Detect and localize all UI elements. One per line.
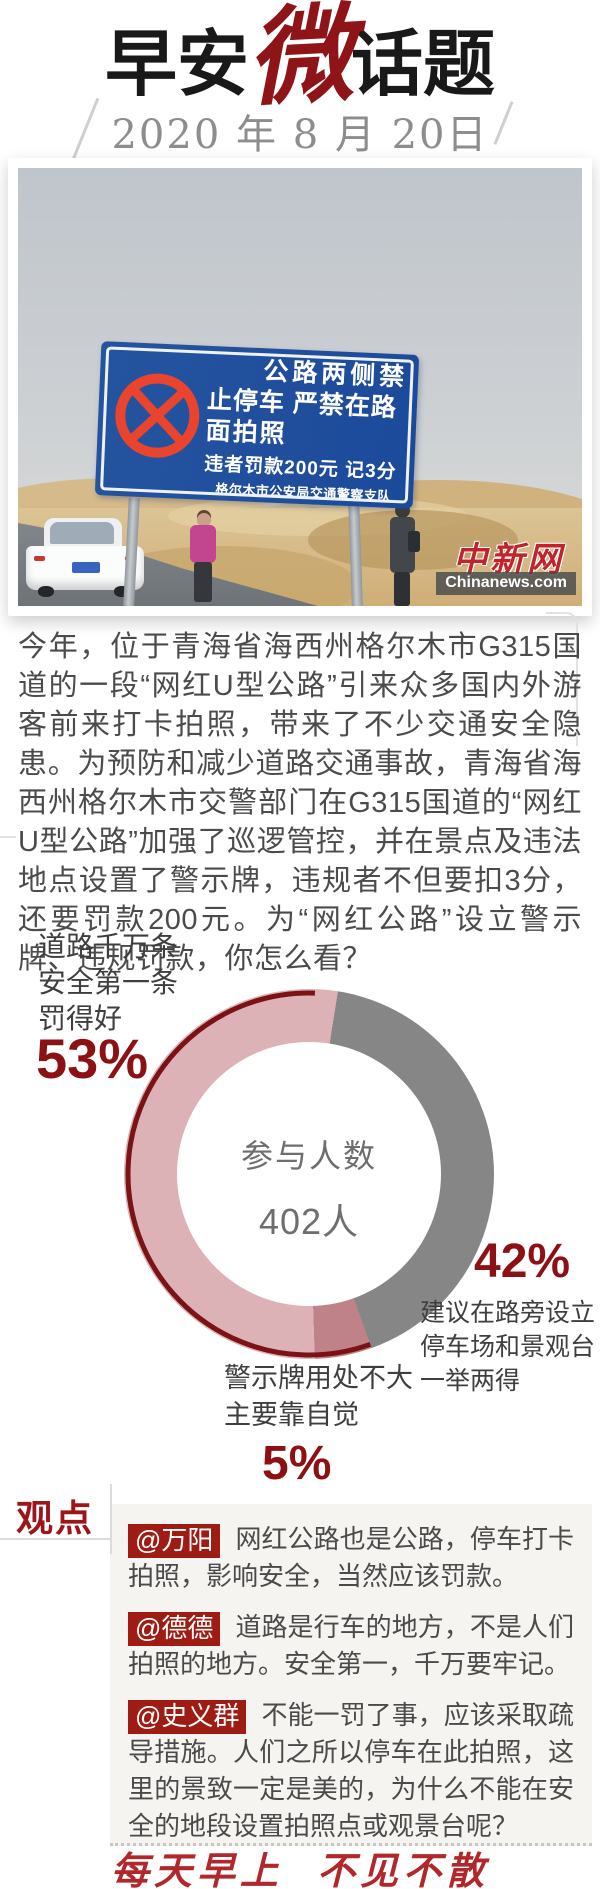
photo-card: 公路两侧禁 止停车 严禁在路 面拍照 违者罚款200元 记3分 格尔木市公安局交…: [8, 158, 592, 616]
issue-date: 2020 年 8 月 20日: [111, 112, 489, 158]
opinions-panel: @万阳 网红公路也是公路，停车打卡拍照，影响安全，当然应该罚款。 @德德 道路是行车…: [110, 1504, 592, 1846]
masthead: 早安 微 话题: [0, 0, 600, 121]
sign-line-2: 止停车 严禁在路: [206, 385, 398, 423]
segment-label-line: 罚得好: [38, 1003, 123, 1034]
segment-label-line: 道路千万条: [38, 931, 179, 962]
donut-edge-arc-svg: [125, 990, 493, 1358]
segment-label-line: 一举两得: [420, 1367, 521, 1395]
title-right: 话题: [351, 21, 496, 106]
percent-42: 42%: [474, 1235, 571, 1288]
car-wheel: [114, 586, 130, 597]
article-corner-decoration: [546, 612, 578, 746]
car-rear-window: [50, 522, 114, 544]
opinions-underline: [0, 1538, 112, 1540]
comment-item: @史义群 不能一罚了事，应该采取疏导措施。人们之所以停车在此拍照，这里的景致一定是…: [128, 1697, 574, 1845]
title-accent: 微: [243, 0, 357, 121]
commenter-handle: @德德: [128, 1612, 221, 1646]
car-taillight: [34, 556, 45, 561]
comment-item: @万阳 网红公路也是公路，停车打卡拍照，影响安全，当然应该罚款。: [128, 1521, 574, 1595]
opinions-heading: 观点: [16, 1498, 94, 1539]
segment-label-line: 建议在路旁设立: [420, 1299, 596, 1327]
donut-center: 参与人数 402人: [177, 1042, 441, 1306]
segment-label-42: 建议在路旁设立 停车场和景观台 一举两得: [420, 1296, 595, 1398]
sign-line-1: 公路两侧禁: [262, 357, 409, 392]
sign-board: 公路两侧禁 止停车 严禁在路 面拍照 违者罚款200元 记3分 格尔木市公安局交…: [94, 341, 420, 509]
car-wheel: [38, 586, 54, 597]
segment-label-line: 主要靠自觉: [224, 1400, 359, 1430]
tourist-dark-clothes: [386, 503, 420, 606]
percent-5: 5%: [262, 1437, 332, 1490]
segment-label-line: 停车场和景观台: [420, 1333, 596, 1361]
car-license-plate: [72, 562, 100, 573]
title-left: 早安: [104, 21, 249, 106]
comment-item: @德德 道路是行车的地方，不是人们拍照的地方。安全第一，千万要牢记。: [128, 1609, 574, 1683]
person-torso: [190, 525, 216, 563]
participants-value: 402人: [258, 1201, 360, 1242]
tourist-pink-jacket: [186, 513, 222, 605]
opinions-vertical-line: [110, 1484, 112, 1554]
commenter-handle: @史义群: [128, 1700, 247, 1734]
segment-label-53: 道路千万条 安全第一条 罚得好: [38, 929, 178, 1037]
participants-label: 参与人数: [240, 1138, 377, 1174]
article-paragraph: 今年，位于青海省海西州格尔木市G315国道的一段“网红U型公路”引来众多国内外游…: [18, 631, 582, 975]
sign-line-3: 面拍照: [205, 416, 288, 449]
sign-text: 公路两侧禁 止停车 严禁在路 面拍照 违者罚款200元 记3分 格尔木市公安局交…: [203, 355, 409, 505]
segment-label-5: 警示牌用处不大 主要靠自觉: [224, 1360, 413, 1434]
segment-label-line: 安全第一条: [38, 967, 179, 998]
shoulder-bag: [408, 531, 420, 552]
segment-label-line: 警示牌用处不大: [224, 1363, 413, 1393]
person-legs: [194, 562, 212, 602]
sign-penalty-line: 违者罚款200元 记3分: [203, 453, 398, 484]
person-head: [197, 513, 211, 527]
percent-53: 53%: [36, 1027, 149, 1090]
donut-edge-arc: [125, 990, 493, 1358]
comment-text: 道路是行车的地方，不是人们拍照的地方。安全第一，千万要牢记。: [128, 1612, 574, 1679]
footer-slogan: 每天早上 不见不散: [110, 1848, 490, 1889]
no-stopping-icon: [115, 373, 200, 458]
poll-donut-chart: 参与人数 402人: [124, 989, 494, 1359]
road-photo: 公路两侧禁 止停车 严禁在路 面拍照 违者罚款200元 记3分 格尔木市公安局交…: [18, 168, 582, 606]
comment-text: 不能一罚了事，应该采取疏导措施。人们之所以停车在此拍照，这里的景致一定是美的，为…: [128, 1700, 574, 1841]
white-car: [26, 518, 146, 602]
commenter-handle: @万阳: [128, 1524, 221, 1558]
chinanews-url: Chinanews.com: [436, 572, 576, 595]
comment-text: 网红公路也是公路，停车打卡拍照，影响安全，当然应该罚款。: [128, 1524, 574, 1591]
person-legs: [394, 572, 410, 606]
article-tick-decoration: [0, 836, 16, 838]
